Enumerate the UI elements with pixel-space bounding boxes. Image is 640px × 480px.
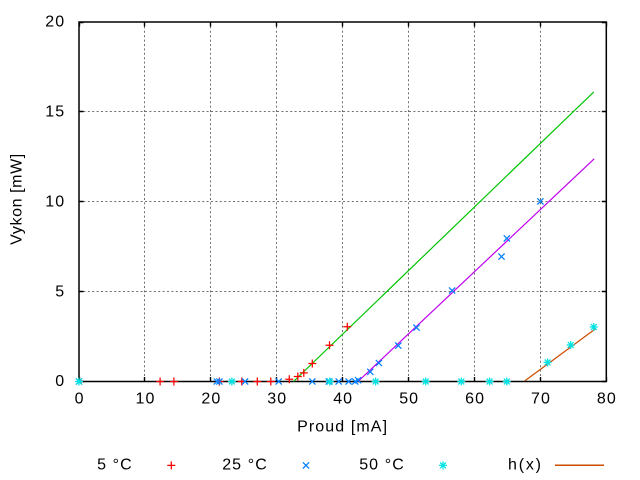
svg-text:25 °C: 25 °C [222, 456, 268, 473]
svg-text:20: 20 [201, 391, 221, 408]
svg-text:15: 15 [45, 104, 65, 121]
svg-text:10: 10 [45, 194, 65, 211]
svg-text:70: 70 [531, 391, 551, 408]
svg-text:60: 60 [465, 391, 485, 408]
svg-text:80: 80 [597, 391, 617, 408]
svg-text:5 °C: 5 °C [97, 456, 133, 473]
svg-text:5: 5 [55, 283, 65, 300]
svg-text:30: 30 [267, 391, 287, 408]
svg-text:50: 50 [399, 391, 419, 408]
svg-text:0: 0 [75, 391, 85, 408]
svg-text:h(x): h(x) [508, 456, 543, 473]
svg-text:Proud [mA]: Proud [mA] [297, 418, 388, 435]
svg-text:0: 0 [55, 373, 65, 390]
svg-text:20: 20 [45, 14, 65, 31]
svg-text:10: 10 [136, 391, 156, 408]
svg-text:40: 40 [333, 391, 353, 408]
svg-text:Vykon [mW]: Vykon [mW] [9, 153, 26, 245]
svg-text:50 °C: 50 °C [359, 456, 405, 473]
